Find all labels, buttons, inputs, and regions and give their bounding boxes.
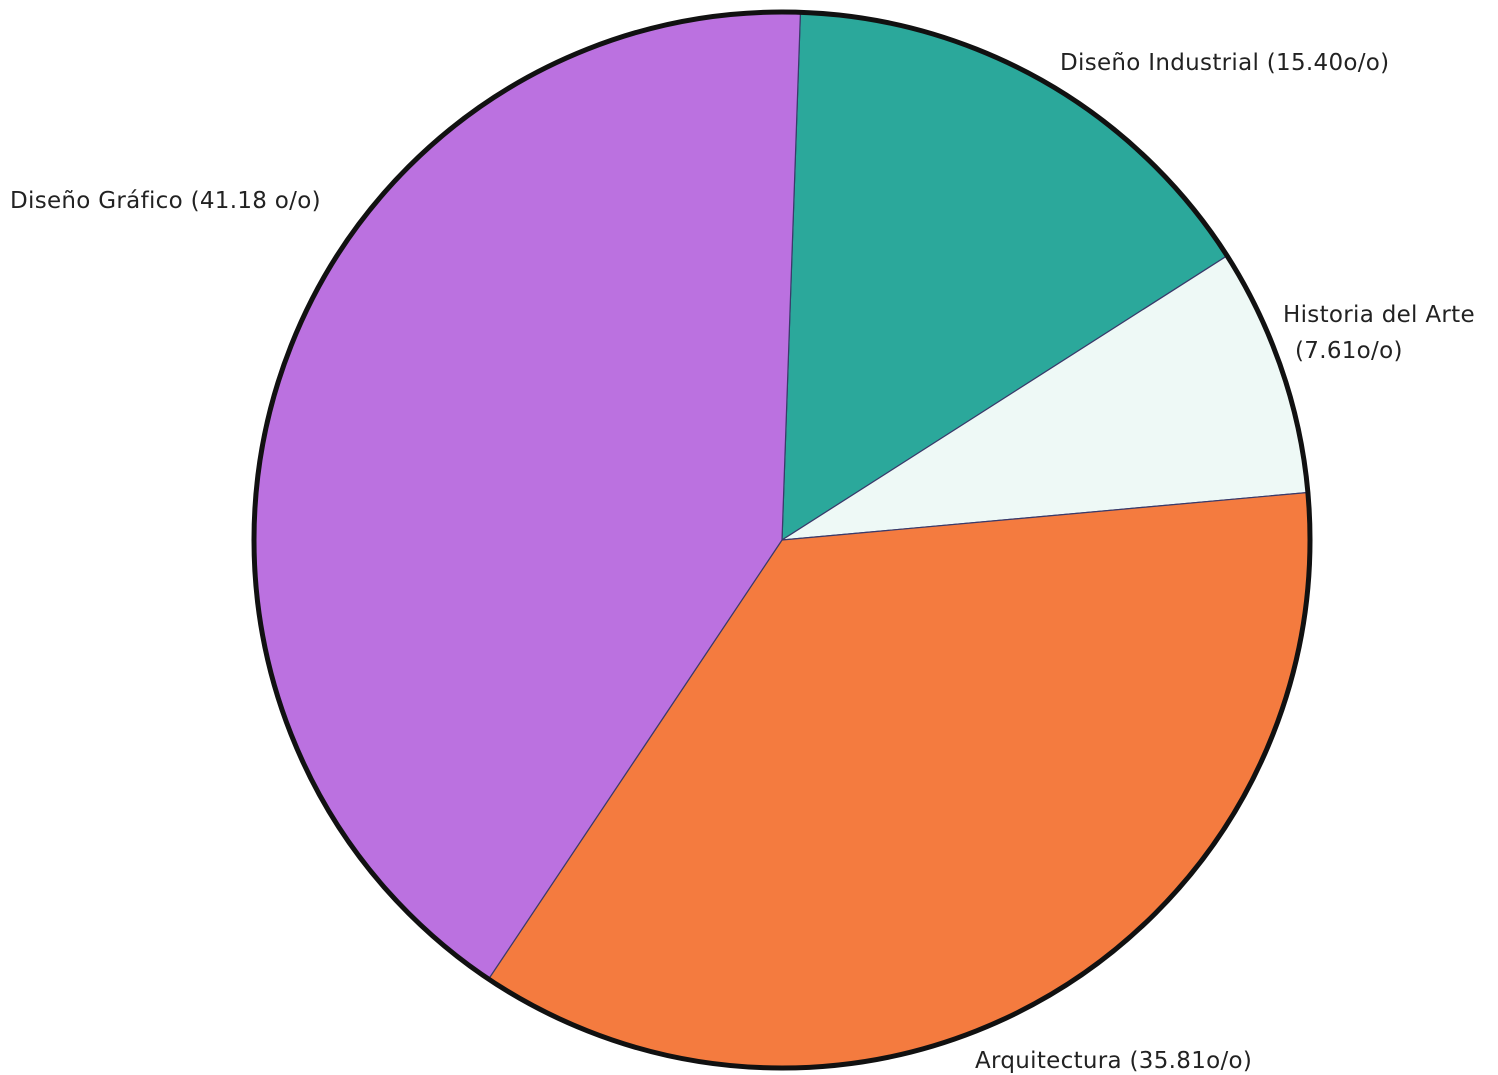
pie-outline <box>251 9 1313 1071</box>
slice-label: Historia del Arte (7.61o/o) <box>1283 302 1475 364</box>
slice-label: Diseño Gráfico (41.18 o/o) <box>10 188 321 214</box>
slice-label-line: Arquitectura (35.81o/o) <box>975 1048 1252 1074</box>
slice-label: Diseño Industrial (15.40o/o) <box>1060 50 1389 76</box>
labels-layer: Diseño Industrial (15.40o/o) Historia del… <box>10 50 1475 1074</box>
slice-label: Arquitectura (35.81o/o) <box>975 1048 1252 1074</box>
slice-label-line: (7.61o/o) <box>1295 338 1403 364</box>
slice-label-line: Historia del Arte <box>1283 302 1475 328</box>
slice-label-line: Diseño Gráfico (41.18 o/o) <box>10 188 321 214</box>
slice-label-line: Diseño Industrial (15.40o/o) <box>1060 50 1389 76</box>
slices-layer <box>253 11 1311 1069</box>
